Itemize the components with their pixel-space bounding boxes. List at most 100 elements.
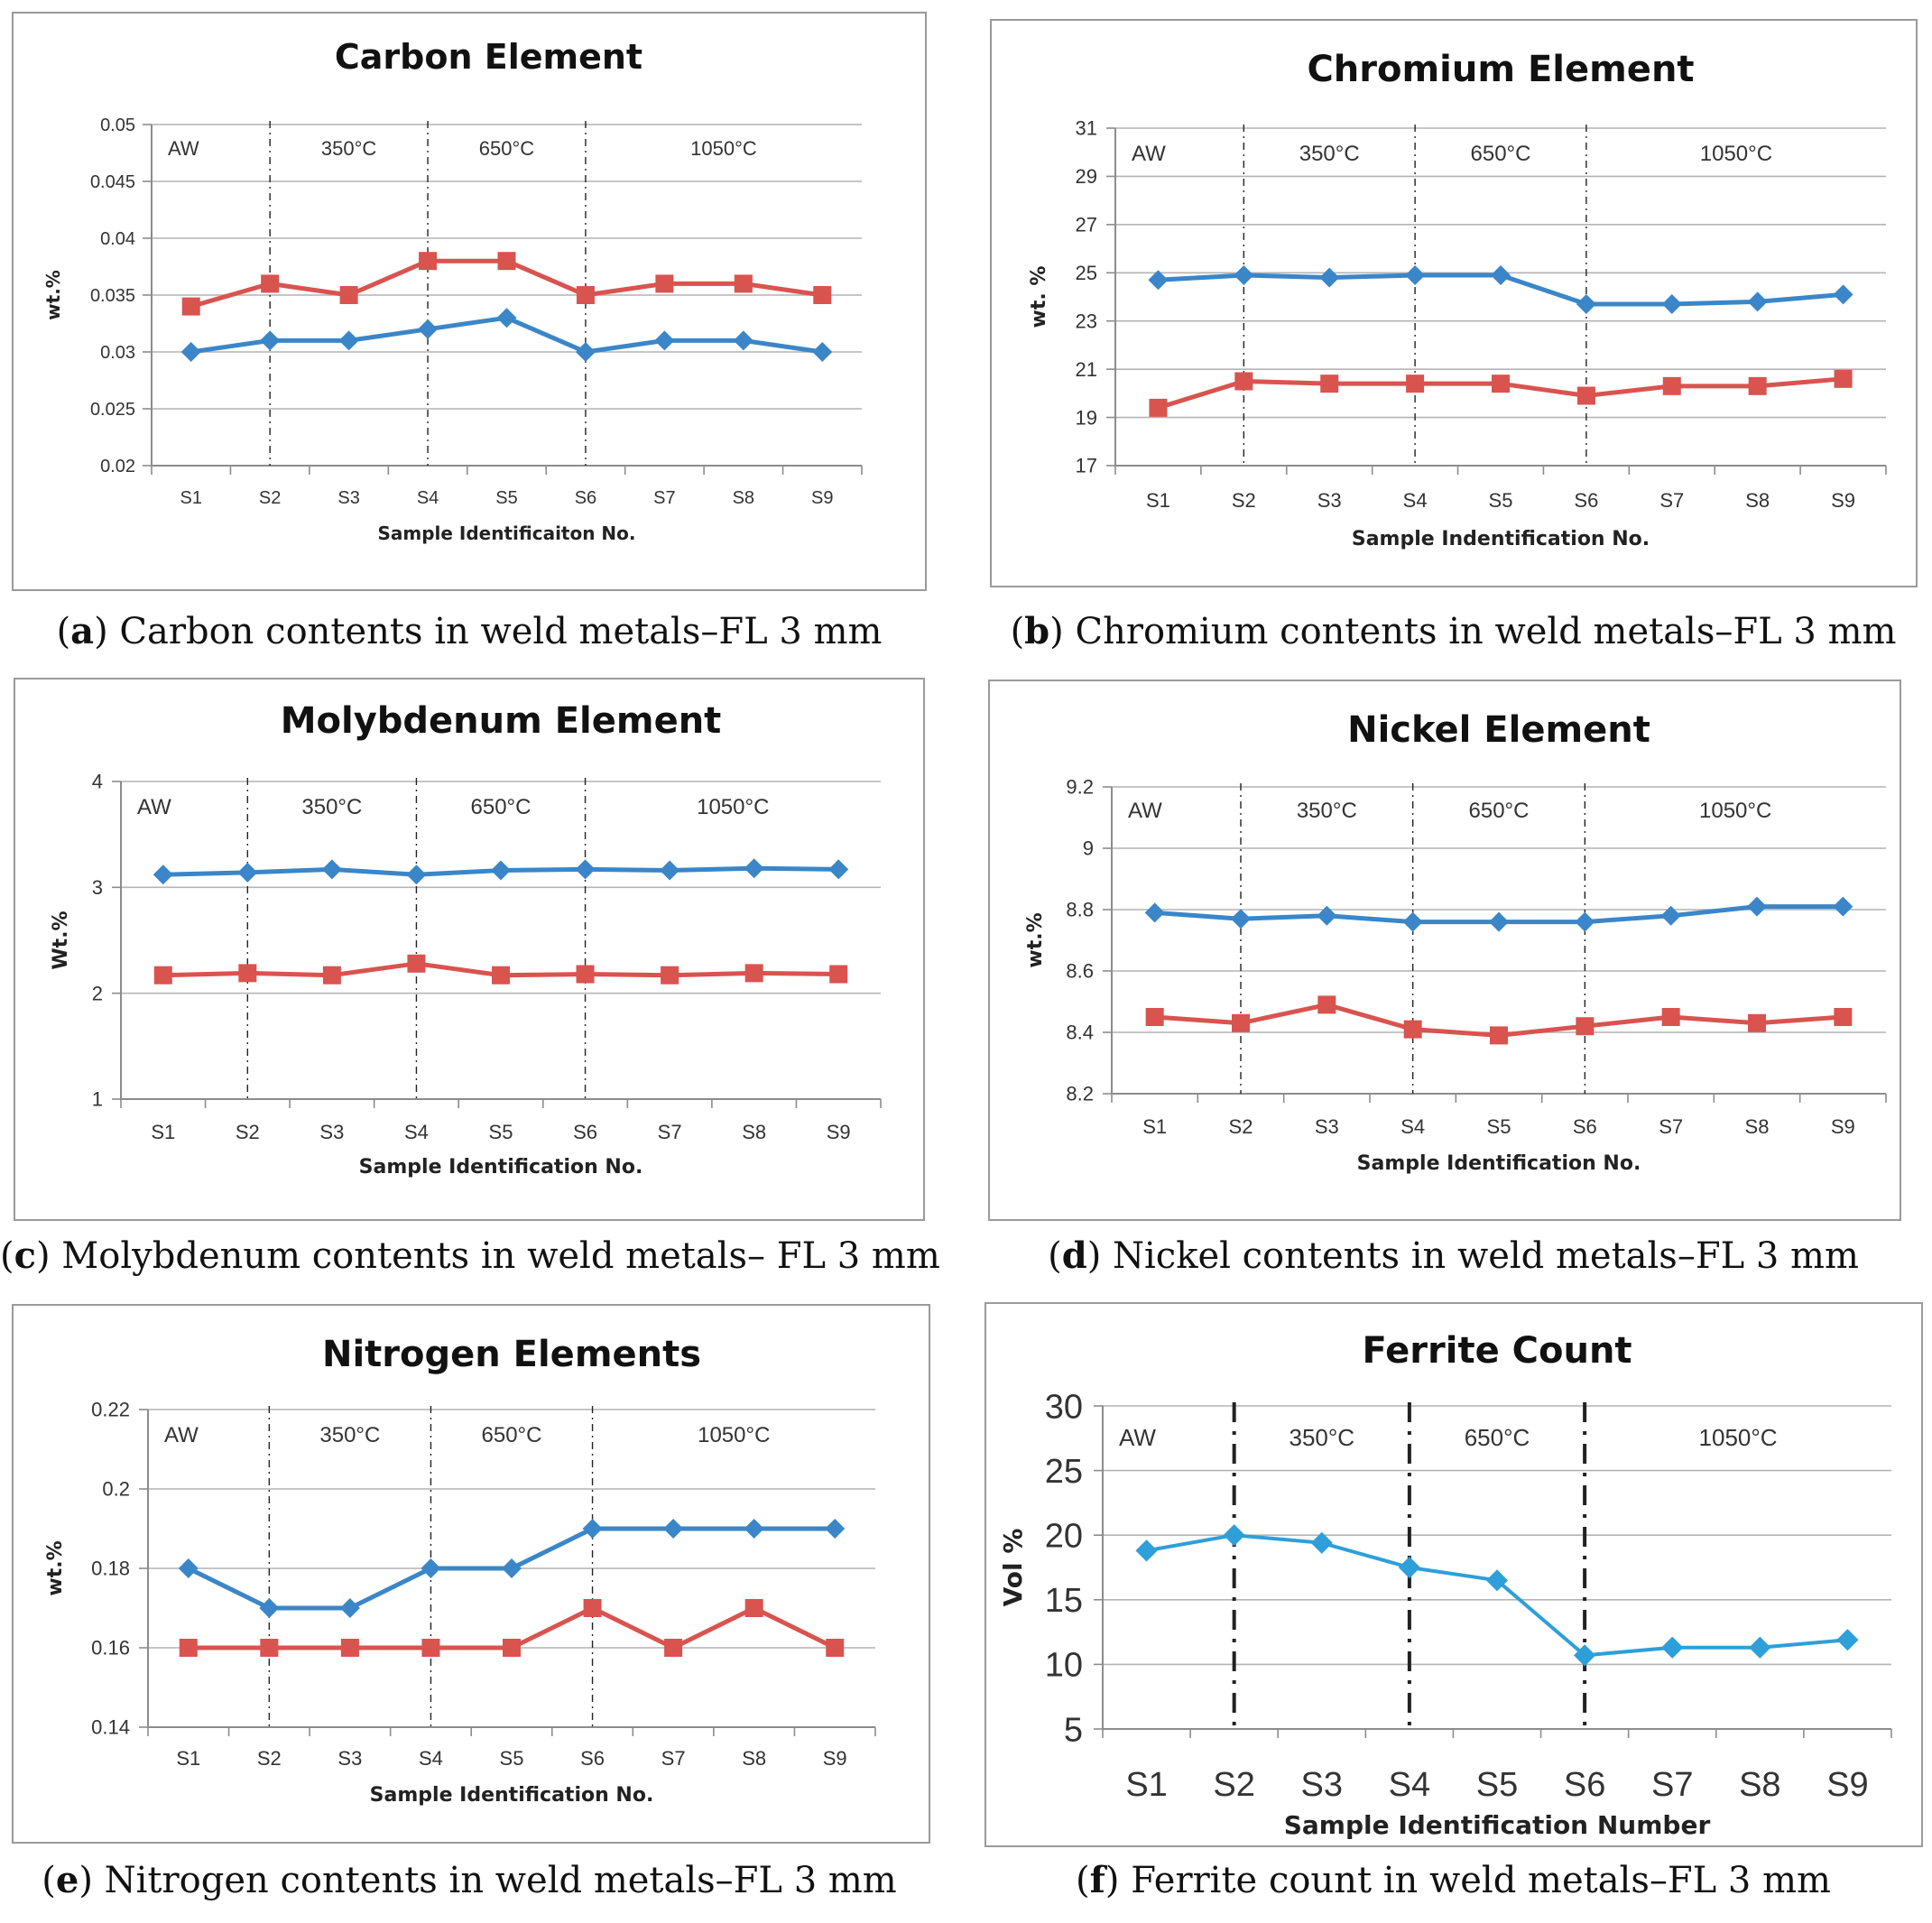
x-tick-label: S2 [1232, 489, 1256, 512]
data-point [744, 858, 764, 879]
x-tick-label: S8 [742, 1121, 766, 1143]
y-tick-label: 31 [1076, 117, 1097, 140]
y-tick-label: 0.05 [100, 116, 135, 135]
data-point [1834, 1008, 1853, 1026]
data-point [339, 286, 358, 304]
y-tick-label: 20 [1045, 1518, 1083, 1556]
data-point [1661, 1008, 1680, 1026]
data-point [655, 274, 674, 293]
x-tick-label: S1 [1146, 489, 1170, 512]
chart-frame [12, 12, 927, 591]
x-tick-label: S1 [176, 1747, 200, 1770]
chart-frame [14, 678, 925, 1221]
x-tick-label: S8 [733, 488, 754, 508]
data-point [1833, 284, 1853, 305]
x-tick-label: S9 [1831, 489, 1855, 512]
x-tick-label: S6 [573, 1121, 597, 1143]
x-tick-label: S1 [1142, 1115, 1167, 1138]
data-point [1231, 909, 1251, 929]
data-point [660, 860, 680, 881]
x-tick-label: S9 [827, 1121, 851, 1143]
region-label: 1050°C [1700, 142, 1772, 166]
data-point [237, 862, 258, 883]
y-tick-label: 17 [1076, 455, 1097, 477]
data-point [180, 342, 201, 362]
y-axis-label: wt.% [44, 1540, 67, 1595]
region-label: 350°C [1297, 799, 1357, 823]
x-tick-label: S4 [1403, 489, 1428, 512]
data-point [813, 286, 832, 304]
data-point [1234, 264, 1254, 285]
x-axis-label: Sample Indentification No. [1352, 528, 1650, 550]
data-point [1575, 911, 1595, 932]
data-point [1660, 905, 1681, 926]
y-tick-label: 0.035 [90, 286, 135, 306]
chart-group: Nitrogen Elements 0.14 0.16 0.18 0.2 0.22 S1 S2… [12, 1304, 930, 1844]
region-label: 650°C [1465, 1424, 1530, 1451]
data-point [1836, 1629, 1859, 1651]
data-point [1492, 374, 1510, 393]
x-tick-label: S5 [495, 488, 517, 508]
y-axis-label: wt.% [1024, 912, 1047, 967]
region-label: AW [168, 137, 199, 160]
x-axis-label: Sample Identification Number [1284, 1810, 1711, 1840]
data-point [178, 1558, 199, 1578]
data-point [825, 1519, 846, 1539]
y-axis-label: wt. % [1028, 266, 1050, 328]
y-tick-label: 25 [1045, 1453, 1083, 1491]
x-axis-label: Sample Identification No. [359, 1156, 643, 1179]
data-point [153, 864, 173, 885]
data-point [1491, 264, 1511, 285]
region-label: 1050°C [1699, 1424, 1778, 1451]
y-tick-label: 8.6 [1066, 960, 1094, 983]
region-label: 1050°C [690, 137, 757, 160]
data-point [1317, 995, 1336, 1014]
y-axis-label: Wt.% [50, 911, 72, 969]
data-point [1223, 1524, 1245, 1547]
x-tick-label: S3 [319, 1121, 344, 1143]
x-tick-label: S4 [417, 488, 439, 508]
x-axis-label: Sample Identificaiton No. [377, 522, 635, 544]
y-axis-label: wt.% [42, 270, 64, 320]
x-tick-label: S1 [1125, 1766, 1167, 1804]
region-label: 350°C [301, 795, 362, 819]
chart-title: Carbon Element [335, 37, 642, 77]
data-point [744, 1519, 764, 1539]
data-point [1485, 1569, 1509, 1592]
chart-title: Molybdenum Element [281, 700, 722, 742]
data-point [734, 274, 753, 293]
data-point [582, 1519, 603, 1539]
caption-b: (b) Chromium contents in weld metals–FL … [1010, 610, 1897, 652]
x-tick-label: S6 [1573, 1115, 1597, 1138]
region-label: 1050°C [1699, 799, 1771, 823]
x-tick-label: S9 [823, 1747, 847, 1770]
x-tick-label: S8 [1739, 1766, 1780, 1804]
data-point [179, 1639, 198, 1657]
data-point [1148, 270, 1169, 291]
chart-frame [990, 19, 1918, 587]
region-label: 350°C [1299, 142, 1360, 166]
x-tick-label: S2 [1213, 1766, 1254, 1804]
data-point [1489, 911, 1509, 932]
data-point [1834, 369, 1853, 388]
y-tick-label: 2 [92, 982, 103, 1004]
panel-a: Carbon Element 0.02 0.025 0.03 0.035 0.04 0.04… [0, 0, 938, 659]
caption-c: (c) Molybdenum contents in weld metals– … [0, 1234, 940, 1277]
y-tick-label: 0.22 [91, 1399, 130, 1421]
x-tick-label: S3 [1315, 1115, 1339, 1138]
y-tick-label: 1 [92, 1088, 103, 1111]
region-label: 350°C [1289, 1424, 1354, 1451]
data-point [1135, 1539, 1158, 1562]
x-tick-label: S4 [404, 1121, 429, 1143]
y-tick-label: 0.14 [91, 1716, 130, 1739]
region-label: 1050°C [698, 1423, 770, 1447]
x-tick-label: S7 [658, 1121, 682, 1143]
data-point [339, 1598, 360, 1618]
x-tick-label: S2 [257, 1747, 282, 1770]
data-point [492, 966, 510, 985]
data-point [260, 330, 281, 351]
x-tick-label: S2 [1229, 1115, 1253, 1138]
data-point [321, 859, 342, 880]
x-tick-label: S3 [337, 1747, 362, 1770]
x-tick-label: S8 [1745, 489, 1770, 512]
